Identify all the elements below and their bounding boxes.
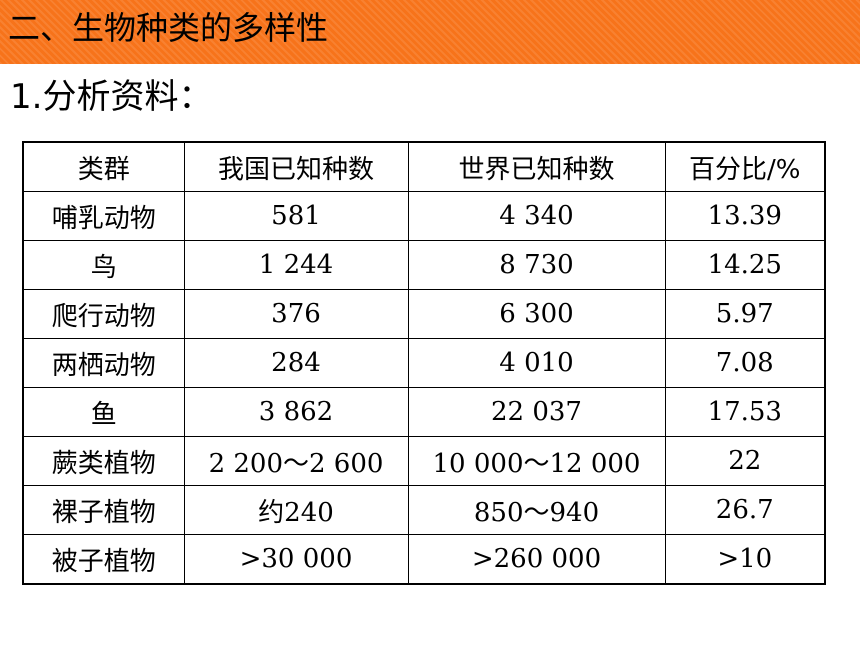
header-china-count: 我国已知种数 <box>183 141 409 192</box>
china-count-cell: 约240 <box>183 485 409 535</box>
group-cell: 两栖动物 <box>22 338 185 388</box>
china-count-cell: 284 <box>183 338 409 388</box>
table-row: 蕨类植物 2 200～2 600 10 000～12 000 22 <box>22 436 826 486</box>
page-title: 二、生物种类的多样性 <box>8 9 329 47</box>
percentage-cell: >10 <box>664 534 826 585</box>
group-cell: 蕨类植物 <box>22 436 185 486</box>
percentage-cell: 17.53 <box>664 387 826 437</box>
world-count-cell: 10 000～12 000 <box>407 436 666 486</box>
table-row: 哺乳动物 581 4 340 13.39 <box>22 191 826 241</box>
table-row: 鸟 1 244 8 730 14.25 <box>22 240 826 290</box>
world-count-cell: >260 000 <box>407 534 666 585</box>
china-count-cell: 376 <box>183 289 409 339</box>
table-row: 两栖动物 284 4 010 7.08 <box>22 338 826 388</box>
percentage-cell: 22 <box>664 436 826 486</box>
table-row: 鱼 3 862 22 037 17.53 <box>22 387 826 437</box>
world-count-cell: 6 300 <box>407 289 666 339</box>
china-count-cell: 2 200～2 600 <box>183 436 409 486</box>
group-cell: 被子植物 <box>22 534 185 585</box>
china-count-cell: 581 <box>183 191 409 241</box>
percentage-cell: 14.25 <box>664 240 826 290</box>
title-bar: 二、生物种类的多样性 <box>0 0 860 64</box>
header-world-count: 世界已知种数 <box>407 141 666 192</box>
group-cell: 鸟 <box>22 240 185 290</box>
group-cell: 爬行动物 <box>22 289 185 339</box>
group-cell: 鱼 <box>22 387 185 437</box>
percentage-cell: 5.97 <box>664 289 826 339</box>
china-count-cell: 3 862 <box>183 387 409 437</box>
section-subtitle: 1.分析资料： <box>10 77 213 117</box>
table-row: 爬行动物 376 6 300 5.97 <box>22 289 826 339</box>
table-row: 裸子植物 约240 850～940 26.7 <box>22 485 826 535</box>
world-count-cell: 8 730 <box>407 240 666 290</box>
percentage-cell: 13.39 <box>664 191 826 241</box>
header-percentage: 百分比/% <box>664 141 826 192</box>
china-count-cell: >30 000 <box>183 534 409 585</box>
table-row: 被子植物 >30 000 >260 000 >10 <box>22 534 826 585</box>
world-count-cell: 22 037 <box>407 387 666 437</box>
percentage-cell: 7.08 <box>664 338 826 388</box>
percentage-cell: 26.7 <box>664 485 826 535</box>
header-group: 类群 <box>22 141 185 192</box>
world-count-cell: 850～940 <box>407 485 666 535</box>
world-count-cell: 4 340 <box>407 191 666 241</box>
species-table: 类群 我国已知种数 世界已知种数 百分比/% 哺乳动物 581 4 340 13… <box>22 141 826 585</box>
group-cell: 哺乳动物 <box>22 191 185 241</box>
table-header-row: 类群 我国已知种数 世界已知种数 百分比/% <box>22 141 826 192</box>
china-count-cell: 1 244 <box>183 240 409 290</box>
group-cell: 裸子植物 <box>22 485 185 535</box>
world-count-cell: 4 010 <box>407 338 666 388</box>
